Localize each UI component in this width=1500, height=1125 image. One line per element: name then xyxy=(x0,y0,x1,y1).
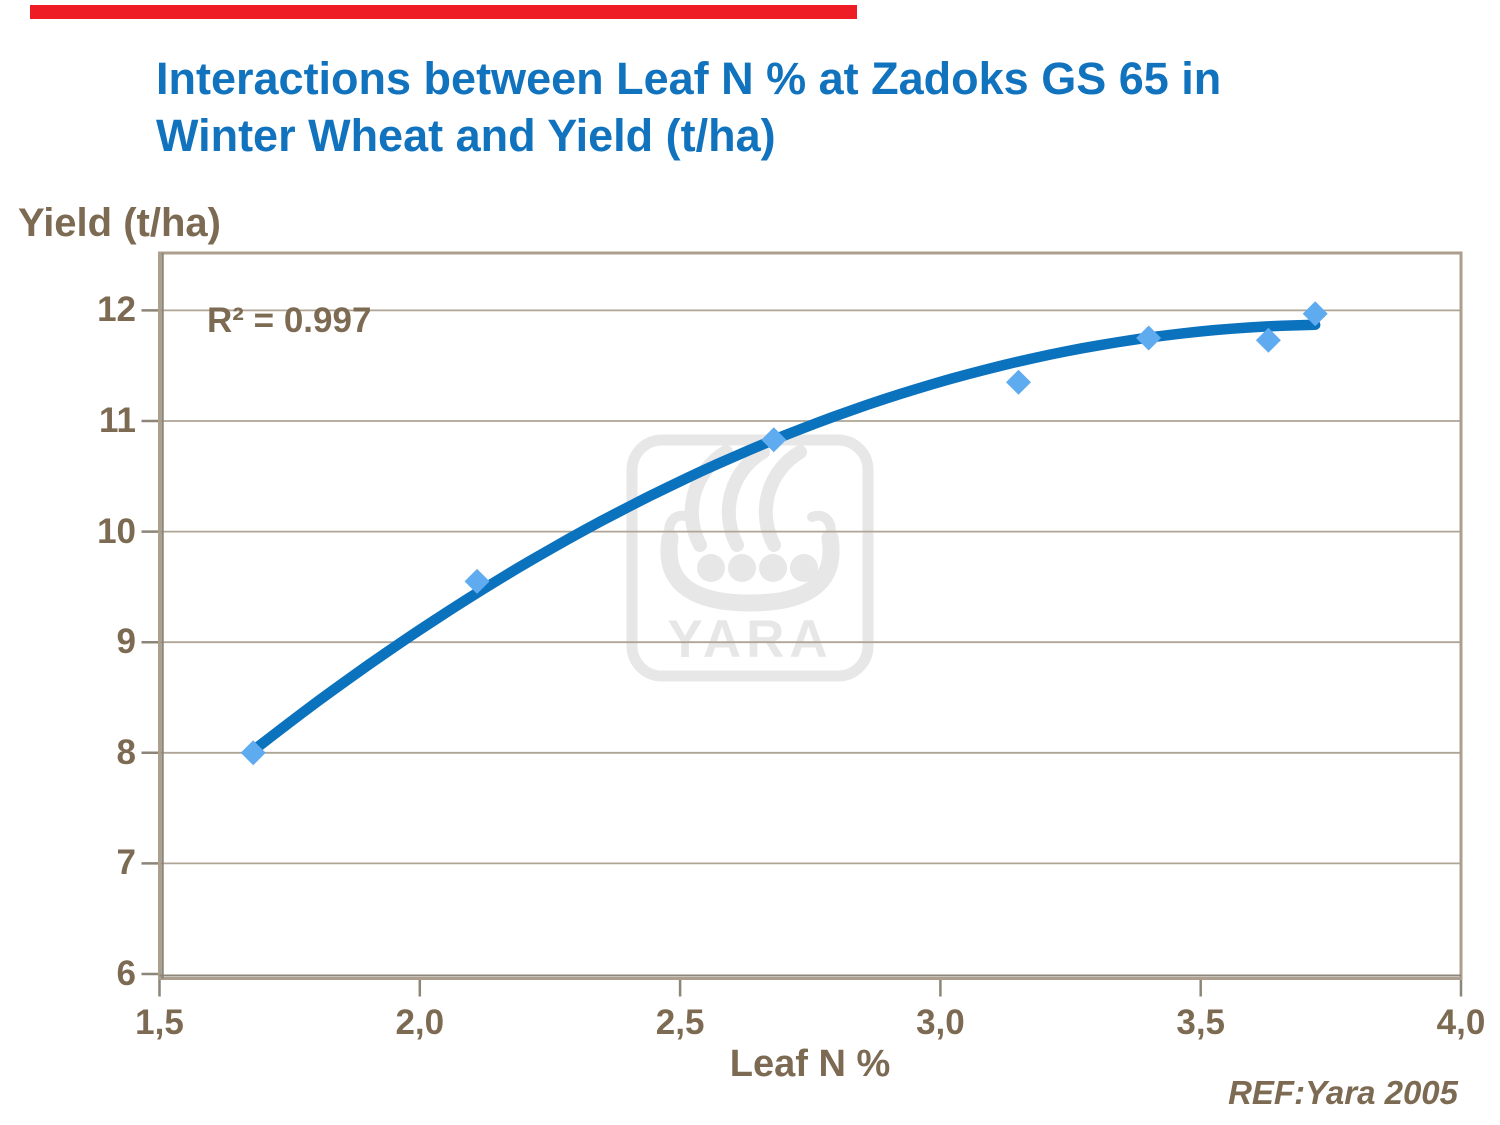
data-point-diamond xyxy=(761,427,787,453)
yara-viking-ship-logo: YARA xyxy=(626,434,874,682)
x-tick-label: 1,5 xyxy=(135,1003,184,1042)
y-axis-title: Yield (t/ha) xyxy=(18,201,221,245)
watermark-brand-text: YARA xyxy=(667,610,832,669)
data-point-diamond xyxy=(1005,369,1031,395)
data-point-diamond xyxy=(1302,301,1328,327)
ship-prow xyxy=(664,510,693,543)
data-point-diamond xyxy=(240,740,266,766)
ship-sail xyxy=(758,445,807,552)
plot-border xyxy=(158,251,1463,980)
ship-shield xyxy=(759,554,787,582)
data-point-diamond xyxy=(1136,325,1162,351)
x-tick-label: 3,5 xyxy=(1176,1003,1226,1042)
data-point-diamond xyxy=(1255,327,1281,353)
y-tick-label: 10 xyxy=(97,511,136,551)
accent-bar xyxy=(30,5,857,19)
ship-hull xyxy=(660,529,840,612)
slide-title-line-2: Winter Wheat and Yield (t/ha) xyxy=(156,110,776,161)
watermark-frame xyxy=(626,434,874,682)
ship-shield xyxy=(697,554,725,582)
x-tick-label: 2,0 xyxy=(395,1003,445,1042)
r-squared-annotation: R² = 0.997 xyxy=(207,301,372,340)
y-tick-label: 6 xyxy=(116,954,136,993)
x-axis-title: Leaf N % xyxy=(729,1043,891,1085)
trend-line xyxy=(246,319,1321,758)
x-tick-label: 2,5 xyxy=(655,1003,705,1042)
y-tick-label: 11 xyxy=(99,401,136,440)
slide-title: Interactions between Leaf N % at Zadoks … xyxy=(156,50,1416,164)
y-tick-label: 8 xyxy=(116,732,136,772)
reference-note: REF:Yara 2005 xyxy=(1228,1074,1458,1111)
slide-title-line-1: Interactions between Leaf N % at Zadoks … xyxy=(156,53,1222,104)
ship-stern xyxy=(807,510,836,543)
y-tick-label: 12 xyxy=(97,290,136,330)
x-tick-label: 4,0 xyxy=(1436,1003,1486,1042)
data-point-diamond xyxy=(464,568,490,594)
ship-sail xyxy=(721,445,770,552)
ship-shield xyxy=(790,554,818,582)
y-tick-label: 9 xyxy=(116,622,136,662)
ship-shield xyxy=(728,554,756,582)
x-tick-label: 3,0 xyxy=(916,1003,965,1042)
y-tick-label: 7 xyxy=(116,843,136,883)
